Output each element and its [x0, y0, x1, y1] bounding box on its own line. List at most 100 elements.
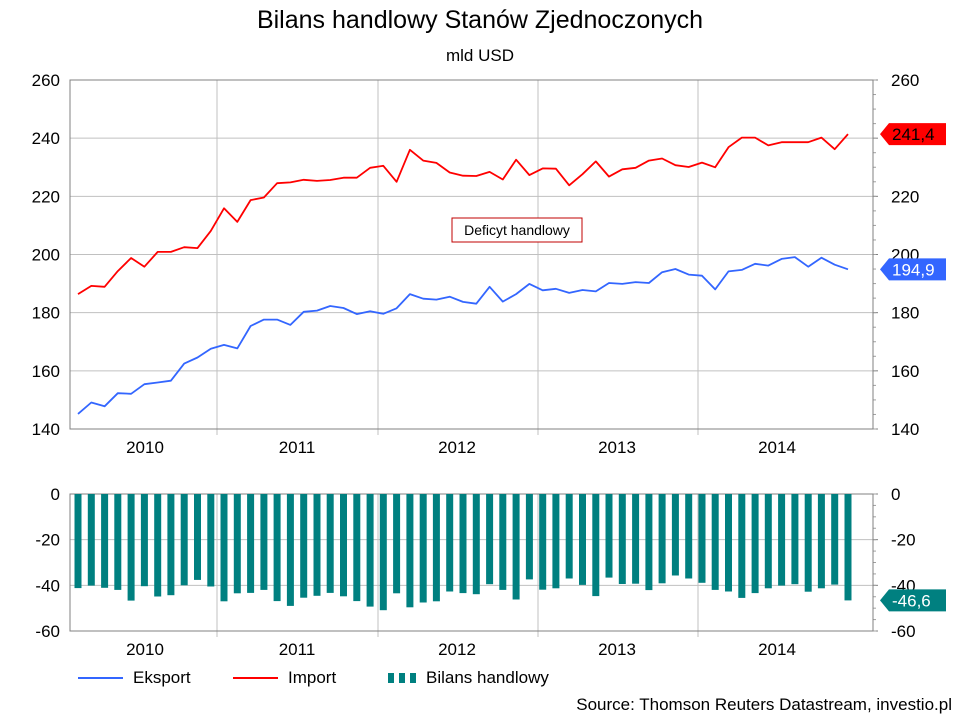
balance-bar [658, 494, 666, 584]
balance-bar [393, 494, 401, 594]
y-tick-label-left: 260 [32, 71, 60, 90]
chart-subtitle: mld USD [445, 46, 514, 65]
balance-bar [194, 494, 201, 580]
legend-balance: Bilans handlowy [388, 668, 549, 688]
balance-bar [273, 494, 281, 602]
balance-bar [844, 494, 852, 601]
balance-bar [247, 494, 255, 593]
balance-bar [233, 494, 241, 594]
y-tick-label-right: -60 [891, 622, 916, 641]
balance-bar [499, 494, 507, 590]
balance-bar [220, 494, 228, 602]
balance-bar [180, 494, 188, 586]
balance-bar [326, 494, 334, 593]
balance-bar [366, 494, 374, 607]
balance-bar [406, 494, 414, 608]
deficit-annotation-text: Deficyt handlowy [464, 222, 570, 238]
y-tick-label-left: 160 [32, 362, 60, 381]
y-tick-label-left: 140 [32, 420, 60, 439]
balance-bar [353, 494, 361, 602]
balance-bar [87, 494, 95, 586]
series-line-export [77, 256, 849, 415]
deficit-annotation: Deficyt handlowy [451, 217, 583, 243]
balance-bar [817, 494, 825, 589]
balance-bar [313, 494, 321, 596]
balance-bar [419, 494, 427, 603]
x-tick-label: 2013 [598, 640, 636, 659]
balance-bar [539, 494, 547, 590]
y-tick-label-left: 180 [32, 304, 60, 323]
balance-bar [552, 494, 560, 589]
balance-bar [286, 494, 294, 606]
balance-bar [340, 494, 347, 597]
balance-bar [260, 494, 268, 590]
balance-bar [711, 494, 719, 590]
y-tick-label-left: -40 [35, 576, 60, 595]
balance-bar [738, 494, 746, 598]
y-tick-label-right: 160 [891, 362, 919, 381]
chart-title: Bilans handlowy Stanów Zjednoczonych [256, 6, 704, 34]
plot-frame [69, 493, 874, 632]
balance-bar [791, 494, 799, 585]
balance-bar [101, 494, 109, 588]
balance-bar [512, 494, 520, 600]
legend-import-label: Import [288, 668, 337, 687]
balance-bar [804, 494, 812, 592]
balance-bar [565, 494, 573, 579]
balance-bar [379, 494, 387, 611]
x-tick-label: 2014 [758, 438, 796, 457]
legend-export-label: Eksport [133, 668, 191, 687]
balance-bar [751, 494, 759, 594]
balance-bar [74, 494, 82, 589]
x-tick-label: 2011 [279, 640, 316, 659]
legend-export-swatch [78, 677, 123, 679]
balance-bar [127, 494, 135, 601]
balance-bar [154, 494, 162, 597]
balance-bar [486, 494, 494, 585]
balance-bar [592, 494, 600, 597]
y-tick-label-left: 0 [51, 485, 60, 504]
balance-bar [300, 494, 308, 598]
series-line-import [77, 133, 849, 295]
last-value-tag-export-text: 194,9 [892, 260, 935, 279]
balance-bar [632, 494, 640, 584]
balance-bar [207, 494, 215, 587]
balance-bar [618, 494, 626, 584]
balance-bar [140, 494, 148, 587]
y-tick-label-right: 0 [891, 485, 900, 504]
y-tick-label-left: -60 [35, 622, 60, 641]
balance-bar [685, 494, 693, 579]
x-tick-label: 2012 [438, 438, 476, 457]
balance-bar [432, 494, 440, 602]
y-tick-label-right: 260 [891, 71, 919, 90]
legend-export: Eksport [78, 668, 191, 688]
legend-balance-label: Bilans handlowy [426, 668, 549, 687]
x-tick-label: 2014 [758, 640, 796, 659]
y-tick-label-left: 200 [32, 246, 60, 265]
balance-bar [605, 494, 613, 578]
balance-bar [778, 494, 786, 586]
top-panel: 1401401601601801802002002202202402402602… [32, 71, 946, 457]
balance-bar [472, 494, 480, 595]
last-value-tag-import [880, 123, 946, 146]
source-note: Source: Thomson Reuters Datastream, inve… [576, 695, 952, 714]
balance-bar [764, 494, 772, 589]
y-tick-label-left: 220 [32, 187, 60, 206]
y-tick-label-left: -20 [35, 531, 60, 550]
x-tick-label: 2011 [279, 438, 316, 457]
last-value-tag-export [880, 258, 946, 281]
balance-bar [114, 494, 122, 590]
plot-frame [69, 79, 874, 430]
balance-bar [579, 494, 586, 585]
last-value-tag-balance-text: -46,6 [892, 591, 931, 610]
balance-bar [446, 494, 454, 592]
legend-balance-swatch [388, 673, 416, 683]
x-tick-label: 2010 [126, 640, 164, 659]
balance-bar [525, 494, 533, 580]
last-value-tag-balance [880, 589, 946, 612]
legend-import: Import [233, 668, 336, 688]
balance-bar [167, 494, 175, 596]
balance-bar [671, 494, 679, 576]
